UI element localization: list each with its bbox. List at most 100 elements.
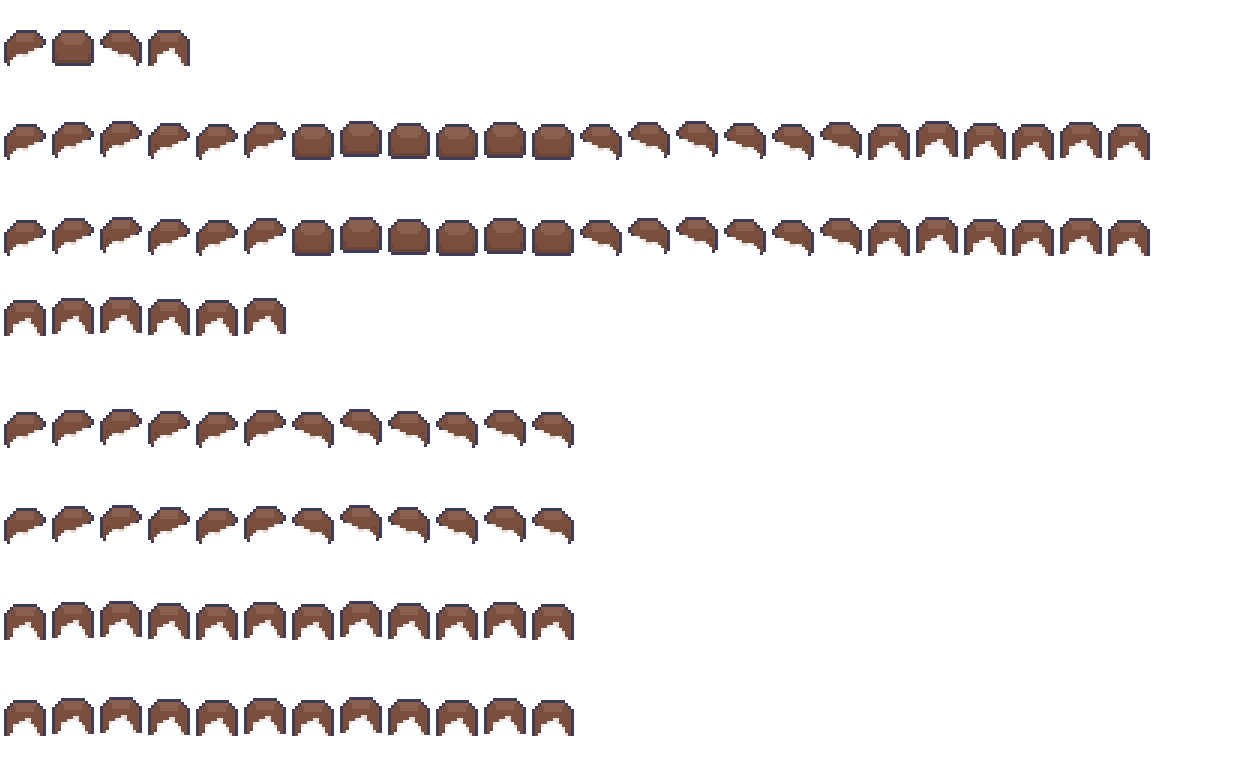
hair-sprite-right (532, 508, 574, 544)
hair-sprite-front (1012, 124, 1054, 160)
hair-sprite-front (484, 698, 526, 734)
hair-sprite-front (52, 698, 94, 734)
hair-sprite-right (388, 411, 430, 447)
hair-sprite-right (484, 506, 526, 542)
hair-sprite-back (388, 123, 430, 159)
hair-sprite-front (964, 123, 1006, 159)
hair-sprite-right (772, 220, 814, 256)
hair-sprite-front (292, 604, 334, 640)
hair-sprite-back (52, 30, 94, 66)
hair-sprite-left (4, 124, 46, 160)
hair-sprite-left (148, 507, 190, 543)
hair-sprite-right (820, 218, 862, 254)
hair-sprite-left (196, 220, 238, 256)
hair-sprite-back (388, 219, 430, 255)
hair-sprite-left (244, 122, 286, 158)
hair-sprite-front (100, 601, 142, 637)
hair-sprite-left (4, 30, 46, 66)
hair-sprite-front (1108, 220, 1150, 256)
hair-sprite-left (196, 124, 238, 160)
hair-sprite-front (196, 604, 238, 640)
hair-sprite-left (148, 411, 190, 447)
hair-sprite-front (196, 300, 238, 336)
hair-sprite-front (4, 300, 46, 336)
hair-sprite-front (388, 699, 430, 735)
hair-sprite-front (1060, 218, 1102, 254)
hair-sprite-left (52, 506, 94, 542)
hair-sprite-left (52, 122, 94, 158)
hair-sprite-left (244, 410, 286, 446)
hair-sprite-back (484, 218, 526, 254)
hair-sprite-right (724, 123, 766, 159)
hair-sprite-front (4, 700, 46, 736)
hair-sprite-left (196, 508, 238, 544)
hair-sprite-front (244, 602, 286, 638)
hair-sprite-right (292, 508, 334, 544)
hair-sprite-left (100, 409, 142, 445)
hair-sprite-front (436, 700, 478, 736)
hair-sprite-left (52, 218, 94, 254)
hair-sprite-right (388, 507, 430, 543)
hair-sprite-back (436, 220, 478, 256)
hair-sprite-right (676, 121, 718, 157)
hair-sprite-front (340, 601, 382, 637)
hair-sprite-front (52, 298, 94, 334)
hair-sprite-front (916, 217, 958, 253)
hair-sprite-right (580, 220, 622, 256)
hair-sprite-back (532, 124, 574, 160)
hair-sprite-front (52, 602, 94, 638)
hair-sprite-back (436, 124, 478, 160)
hair-sprite-front (292, 700, 334, 736)
hair-sprite-right (532, 412, 574, 448)
hair-sprite-front (388, 603, 430, 639)
hair-sprite-right (436, 508, 478, 544)
hair-sprite-front (532, 700, 574, 736)
hair-sprite-front (340, 697, 382, 733)
hair-sprite-right (580, 124, 622, 160)
hair-sprite-front (868, 124, 910, 160)
hair-sprite-front (916, 121, 958, 157)
hair-sprite-right (676, 217, 718, 253)
hair-sprite-front (148, 699, 190, 735)
hair-sprite-left (100, 217, 142, 253)
hair-sprite-front (1060, 122, 1102, 158)
hair-sprite-right (436, 412, 478, 448)
hair-sprite-right (100, 30, 142, 66)
hair-sprite-back (340, 217, 382, 253)
hair-sprite-left (100, 505, 142, 541)
hair-sprite-front (964, 219, 1006, 255)
hair-sprite-right (484, 410, 526, 446)
hair-sprite-front (484, 602, 526, 638)
hair-sprite-back (292, 220, 334, 256)
hair-sprite-front (244, 298, 286, 334)
hair-sprite-front (1012, 220, 1054, 256)
hair-sprite-left (52, 410, 94, 446)
hair-sprite-right (292, 412, 334, 448)
hair-sprite-front (244, 698, 286, 734)
hair-sprite-back (292, 124, 334, 160)
hair-sprite-front (868, 220, 910, 256)
hair-sprite-left (100, 121, 142, 157)
hair-sprite-front (4, 604, 46, 640)
hair-sprite-left (4, 220, 46, 256)
hair-sprite-left (4, 412, 46, 448)
hair-sprite-front (100, 697, 142, 733)
hair-sprite-right (820, 122, 862, 158)
hair-sprite-left (196, 412, 238, 448)
hair-sprite-back (340, 121, 382, 157)
hair-sprite-left (148, 123, 190, 159)
hair-sprite-front (148, 603, 190, 639)
hair-sprite-front (532, 604, 574, 640)
hair-sprite-left (244, 218, 286, 254)
hair-sprite-left (148, 219, 190, 255)
hair-sprite-right (724, 219, 766, 255)
hair-sprite-front (1108, 124, 1150, 160)
hair-sprite-right (340, 409, 382, 445)
hair-sprite-left (4, 508, 46, 544)
hair-sprite-left (244, 506, 286, 542)
hair-sprite-right (772, 124, 814, 160)
hair-sprite-front (148, 30, 190, 66)
hair-sprite-right (628, 122, 670, 158)
hair-sprite-right (340, 505, 382, 541)
